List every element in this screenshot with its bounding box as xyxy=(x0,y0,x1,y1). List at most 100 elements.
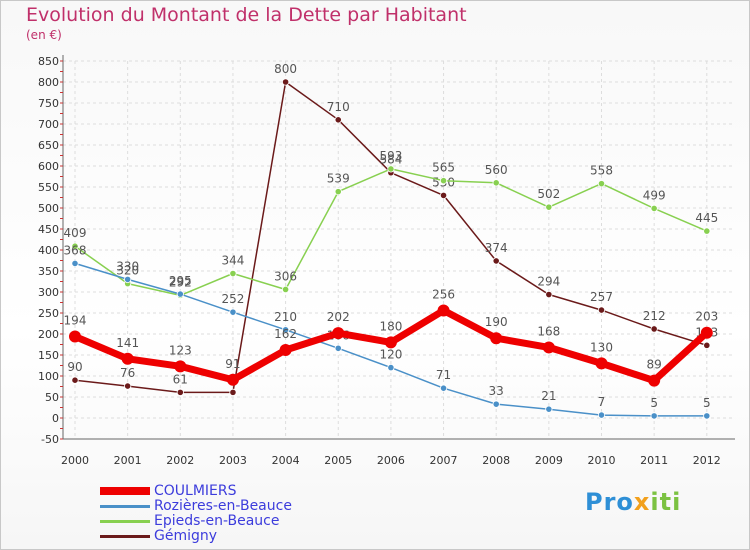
data-label: 202 xyxy=(327,310,350,324)
data-label: 593 xyxy=(379,149,402,163)
data-point xyxy=(226,373,239,386)
data-label: 7 xyxy=(598,395,606,409)
data-label: 499 xyxy=(643,188,666,202)
data-point xyxy=(648,374,661,387)
legend-label: Rozières-en-Beauce xyxy=(154,498,292,514)
data-label: 294 xyxy=(537,275,560,289)
data-label: 800 xyxy=(274,62,297,76)
data-point xyxy=(703,227,711,235)
y-tick-label: 250 xyxy=(38,307,59,320)
data-label: 565 xyxy=(432,161,455,175)
y-tick-label: 200 xyxy=(38,328,59,341)
data-label: 558 xyxy=(590,164,613,178)
legend-label: Gémigny xyxy=(154,528,218,544)
x-tick-label: 2005 xyxy=(324,454,352,467)
data-point xyxy=(490,332,503,345)
y-tick-label: 600 xyxy=(38,160,59,173)
data-label: 21 xyxy=(541,389,556,403)
data-point xyxy=(595,357,608,370)
data-point xyxy=(542,341,555,354)
y-tick-label: 350 xyxy=(38,265,59,278)
data-label: 445 xyxy=(695,211,718,225)
data-label: 409 xyxy=(64,226,87,240)
proxiti-logo: Proxiti xyxy=(585,488,681,516)
data-point xyxy=(492,179,500,187)
data-point xyxy=(332,327,345,340)
x-tick-label: 2008 xyxy=(482,454,510,467)
x-tick-label: 2012 xyxy=(693,454,721,467)
data-point xyxy=(384,336,397,349)
data-label: 292 xyxy=(169,275,192,289)
data-point xyxy=(439,384,448,392)
legend-label: Epieds-en-Beauce xyxy=(154,513,280,529)
data-label: 295 xyxy=(169,274,192,288)
data-point xyxy=(545,405,553,413)
data-point xyxy=(439,177,448,185)
data-point xyxy=(69,330,81,343)
data-label: 212 xyxy=(643,309,666,323)
legend-label: COULMIERS xyxy=(154,483,237,499)
data-label: 190 xyxy=(485,315,508,329)
x-tick-label: 2000 xyxy=(61,454,89,467)
data-point xyxy=(437,304,450,317)
data-point xyxy=(650,204,658,213)
x-tick-label: 2001 xyxy=(114,454,142,467)
y-tick-label: 150 xyxy=(38,349,59,362)
data-label: 89 xyxy=(647,358,662,372)
y-tick-label: 100 xyxy=(38,370,59,383)
data-label: 539 xyxy=(327,172,350,186)
y-tick-label: 400 xyxy=(38,244,59,257)
data-label: 560 xyxy=(485,163,508,177)
legend-swatch xyxy=(100,487,150,495)
data-point xyxy=(121,352,134,365)
data-point xyxy=(492,400,500,408)
data-label: 33 xyxy=(489,384,504,398)
data-point xyxy=(597,306,606,314)
legend-swatch xyxy=(100,520,150,523)
data-label: 90 xyxy=(67,360,82,374)
data-point xyxy=(439,191,448,199)
data-point xyxy=(650,325,658,333)
y-tick-label: 0 xyxy=(52,412,59,425)
data-point xyxy=(334,116,342,124)
data-point xyxy=(387,363,395,372)
data-label: 130 xyxy=(590,340,613,354)
data-point xyxy=(281,78,290,86)
data-label: 306 xyxy=(274,269,297,283)
data-label: 162 xyxy=(274,327,297,341)
x-tick-label: 2007 xyxy=(430,454,458,467)
data-label: 61 xyxy=(173,372,188,386)
data-point xyxy=(597,411,606,419)
data-point xyxy=(703,412,711,420)
x-tick-label: 2010 xyxy=(588,454,616,467)
logo-part-1: Pro xyxy=(585,488,634,516)
data-label: 123 xyxy=(169,343,192,357)
y-tick-label: 450 xyxy=(38,223,59,236)
data-label: 180 xyxy=(379,319,402,333)
y-tick-label: 800 xyxy=(38,76,59,89)
data-label: 256 xyxy=(432,287,455,301)
data-label: 76 xyxy=(120,366,135,380)
x-tick-label: 2006 xyxy=(377,454,405,467)
data-point xyxy=(700,326,713,339)
data-point xyxy=(229,308,237,316)
logo-part-3: iti xyxy=(650,488,682,516)
data-point xyxy=(545,290,553,299)
chart-title: Evolution du Montant de la Dette par Hab… xyxy=(26,4,467,26)
data-label: 194 xyxy=(64,314,87,328)
data-point xyxy=(492,257,500,265)
data-label: 203 xyxy=(695,310,718,324)
x-tick-label: 2009 xyxy=(535,454,563,467)
chart-subtitle: (en €) xyxy=(26,28,62,42)
data-point xyxy=(279,343,292,356)
data-label: 584 xyxy=(379,153,402,167)
data-point xyxy=(174,360,187,373)
data-label: 252 xyxy=(221,292,244,306)
y-tick-label: 700 xyxy=(38,118,59,131)
data-point xyxy=(229,388,237,396)
data-point xyxy=(71,376,79,384)
data-point xyxy=(387,165,395,173)
y-tick-label: -50 xyxy=(41,433,59,446)
data-point xyxy=(71,242,79,250)
